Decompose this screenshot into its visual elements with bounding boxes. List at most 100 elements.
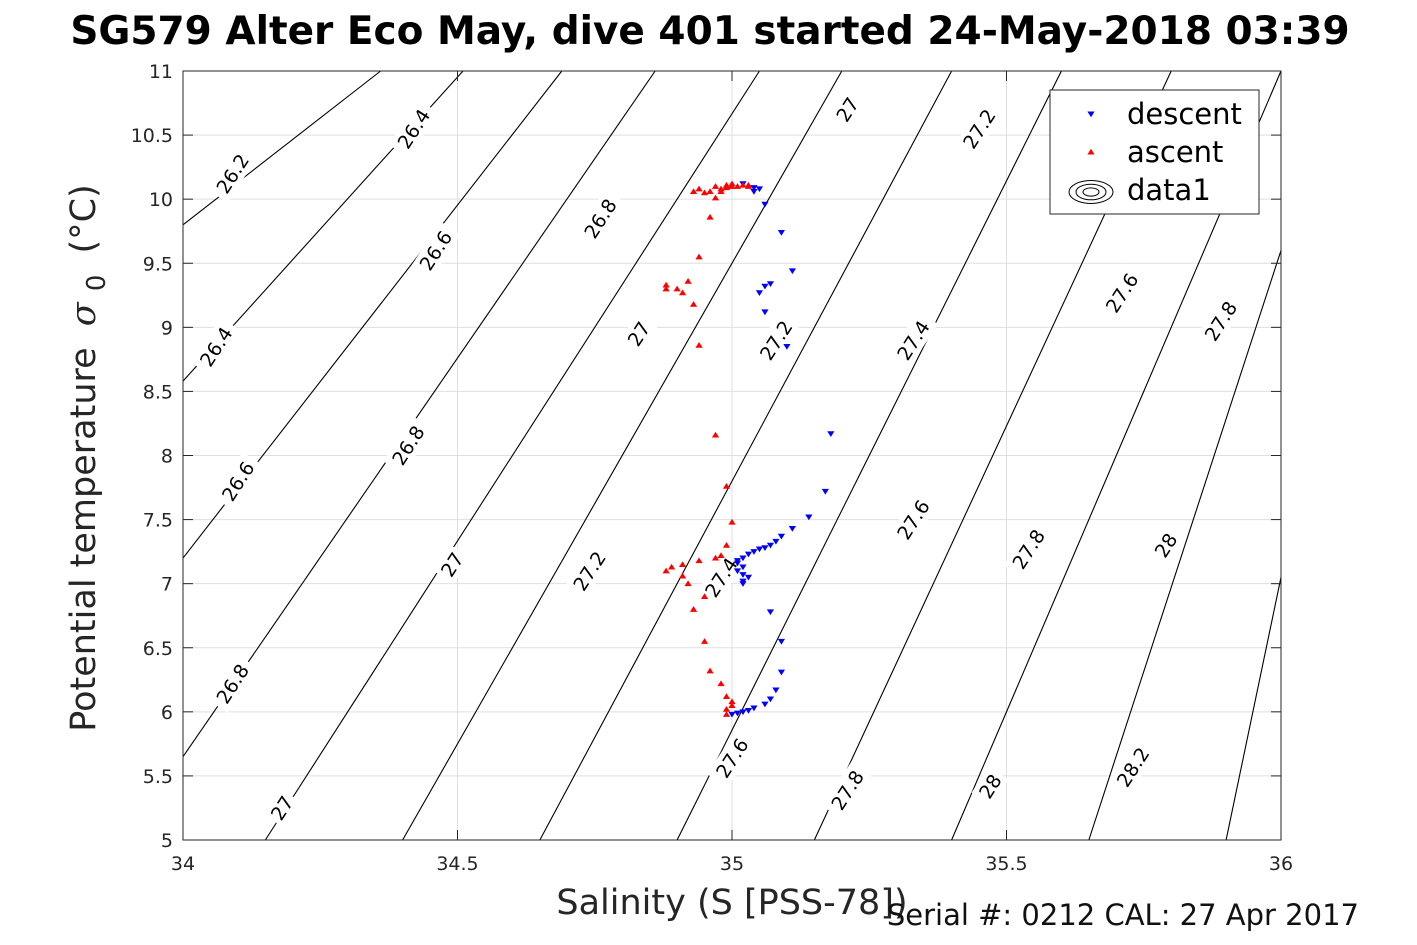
ascent-point-27 [662,281,670,288]
density-contour-labels: 26.226.426.426.626.626.826.826.827272727… [191,89,1246,828]
contour-label-20: 27.8 [1195,291,1246,351]
ascent-point-8 [689,606,698,612]
contour-label-bg-4 [213,451,263,511]
legend-item-ascent: ascent [1087,135,1223,169]
legend-label-ascent: ascent [1127,135,1223,169]
descent-point-10 [761,309,769,316]
contour-label-bg-10 [433,544,471,584]
contour-label-17: 27.6 [1097,263,1147,322]
ascent-point-42 [717,185,725,192]
serial-cal-footer: Serial #: 0212 CAL: 27 Apr 2017 [886,898,1359,932]
ascent-point-40 [700,189,709,196]
data-points [662,180,835,718]
descent-point-20 [755,546,764,553]
x-tick-label-1: 34.5 [436,853,478,875]
contour-label-15: 27.4 [888,310,938,370]
ascent-point-39 [689,188,698,194]
contour-label-bg-8 [828,89,866,129]
contour-label-23: 28 [1147,525,1185,565]
legend-item-data1: data1 [1068,173,1211,207]
legend-item-descent: descent [1087,97,1242,131]
descent-point-9 [766,281,775,287]
descent-point-12 [827,431,835,437]
contour-label-bg-25 [1108,737,1158,797]
contour-label-bg-16 [696,548,746,607]
descent-point-1 [750,185,758,191]
descent-point-38 [750,705,758,712]
ascent-point-9 [700,593,709,600]
descent-point-17 [772,538,780,545]
contour-label-bg-3 [410,221,461,280]
ascent-point-7 [700,638,709,644]
legend-items: descent ascent data1 [1068,97,1242,207]
y-axis-label-unit: (°C) [64,184,104,253]
contour-label-24: 28 [971,766,1009,806]
ascent-point-47 [744,183,753,189]
descent-point-21 [750,549,758,555]
contour-label-14: 27.2 [564,541,615,601]
ascent-point-4 [722,693,731,699]
contour-label-8: 27 [828,89,866,129]
ascent-point-26 [662,285,670,292]
descent-point-26 [739,564,747,571]
ascent-point-30 [706,213,714,220]
contour-label-13: 27.2 [751,310,801,370]
contour-label-1: 26.4 [388,99,439,158]
descent-point-27 [733,568,742,575]
contour-label-bg-23 [1147,525,1185,565]
descent-point-32 [766,609,775,616]
contour-label-9: 27 [620,314,658,354]
ascent-point-44 [733,183,742,189]
descent-point-37 [761,701,769,708]
y-tick-label-1: 5.5 [143,766,173,788]
ascent-point-22 [695,342,703,348]
ascent-point-29 [695,253,703,260]
y-axis-label-subscript: 0 [82,275,112,292]
descent-point-13 [821,488,829,495]
contour-label-bg-12 [954,99,1004,158]
contour-label-bg-14 [564,541,615,601]
legend-marker-ascent [1087,148,1095,155]
descent-point-5 [777,229,786,236]
descent-point-28 [739,572,747,578]
descent-point-8 [761,283,769,290]
descent-point-16 [777,533,786,540]
y-axis-label-symbol: σ [64,301,104,326]
descent-point-23 [739,555,747,562]
descent-point-7 [755,290,764,296]
y-tick-label-7: 8.5 [143,381,173,403]
contour-label-3: 26.6 [410,221,461,280]
descent-point-2 [755,186,764,193]
legend-box [1049,89,1260,215]
legend-label-descent: descent [1127,97,1242,131]
ascent-point-45 [739,181,747,188]
contour-label-7: 26.8 [207,654,258,713]
contour-label-bg-2 [191,317,241,376]
x-tick-label-2: 35 [720,853,744,875]
contour-label-4: 26.6 [213,451,263,511]
descent-point-40 [739,709,747,716]
contour-label-bg-24 [971,766,1009,806]
descent-point-19 [761,545,769,552]
ascent-point-17 [717,552,725,558]
y-axis-label-text: Potential temperature [64,347,104,731]
contour-label-bg-19 [707,728,757,788]
y-tick-label-6: 8 [161,446,173,468]
x-tick-label-0: 34 [171,853,195,875]
ascent-point-18 [722,541,731,548]
x-axis-label: Salinity (S [PSS-78]) [556,883,907,923]
legend-marker-descent [1087,111,1095,118]
contour-line-0 [182,70,381,226]
descent-point-36 [766,696,775,703]
descent-point-3 [750,188,758,195]
contour-label-bg-1 [388,99,439,158]
y-tick-label-3: 6.5 [143,638,173,660]
ascent-point-23 [689,301,698,307]
ascent-point-20 [722,483,731,489]
ascent-point-10 [684,580,692,587]
descent-point-11 [783,344,791,350]
contour-label-bg-15 [888,310,938,370]
contour-label-bg-9 [620,314,658,354]
legend-contour-icon-2 [1082,187,1100,197]
